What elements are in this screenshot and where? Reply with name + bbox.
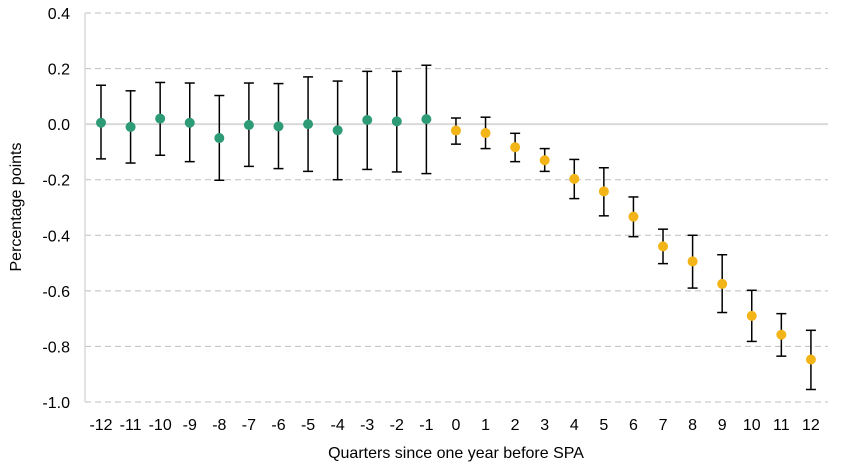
data-points: [96, 113, 816, 365]
x-tick-label: 0: [452, 417, 461, 434]
grid-lines: [85, 12, 828, 403]
x-tick-label: 8: [688, 417, 697, 434]
data-point: [155, 113, 166, 124]
y-axis-title: Percentage points: [8, 143, 25, 272]
x-tick-label: 7: [659, 417, 668, 434]
data-point: [628, 211, 639, 222]
data-point: [421, 114, 432, 125]
x-tick-label: 4: [570, 417, 579, 434]
x-tick-label: -9: [183, 417, 197, 434]
x-tick-label: -2: [390, 417, 404, 434]
x-tick-label: 10: [743, 417, 761, 434]
x-tick-label: -4: [331, 417, 345, 434]
data-point: [539, 155, 550, 166]
data-point: [687, 256, 698, 267]
y-tick-label: -1.0: [42, 395, 70, 412]
data-point: [598, 186, 609, 197]
x-tick-label: -12: [89, 417, 112, 434]
data-point: [450, 125, 461, 136]
data-point: [303, 119, 314, 130]
x-tick-label: 11: [773, 417, 790, 434]
data-point: [273, 121, 284, 132]
y-tick-label: -0.4: [42, 228, 70, 245]
x-tick-label: 6: [629, 417, 638, 434]
data-point: [776, 329, 787, 340]
y-tick-label: -0.6: [42, 284, 70, 301]
y-tick-label: 0.4: [48, 6, 70, 23]
x-tick-label: -11: [120, 417, 142, 434]
x-tick-label: -8: [212, 417, 226, 434]
x-tick-label: 2: [511, 417, 520, 434]
data-point: [658, 241, 669, 252]
x-tick-label: -1: [419, 417, 433, 434]
y-tick-labels: -1.0 -0.8 -0.6 -0.4 -0.2 0.0 0.2 0.4: [42, 6, 70, 412]
x-tick-label: 3: [540, 417, 549, 434]
x-tick-label: 5: [599, 417, 608, 434]
x-tick-label: -7: [242, 417, 256, 434]
data-point: [125, 121, 136, 132]
x-tick-label: -10: [149, 417, 172, 434]
y-tick-label: -0.8: [42, 339, 70, 356]
data-point: [332, 125, 343, 136]
data-point: [184, 117, 195, 128]
x-tick-label: 9: [718, 417, 727, 434]
data-point: [362, 114, 373, 125]
y-tick-label: -0.2: [42, 173, 70, 190]
x-tick-labels: -12 -11 -10 -9 -8 -7 -6 -5 -4 -3 -2 -1 0 1 2 3 4 5 6 7 8 9 10 1…: [89, 417, 819, 434]
data-point: [510, 142, 521, 153]
x-tick-label: 1: [481, 417, 490, 434]
x-tick-label: -6: [271, 417, 285, 434]
x-tick-label: 12: [802, 417, 820, 434]
x-tick-label: -3: [360, 417, 374, 434]
error-bars: [96, 64, 816, 391]
x-tick-label: -5: [301, 417, 315, 434]
data-point: [717, 278, 728, 289]
data-point: [243, 119, 254, 130]
data-point: [480, 128, 491, 139]
data-point: [391, 116, 402, 127]
data-point: [746, 310, 757, 321]
data-point: [569, 173, 580, 184]
data-point: [805, 354, 816, 365]
x-axis-title: Quarters since one year before SPA: [328, 445, 584, 462]
y-tick-label: 0.2: [48, 62, 70, 79]
data-point: [214, 133, 225, 144]
data-point: [96, 117, 106, 128]
y-tick-label: 0.0: [48, 117, 70, 134]
